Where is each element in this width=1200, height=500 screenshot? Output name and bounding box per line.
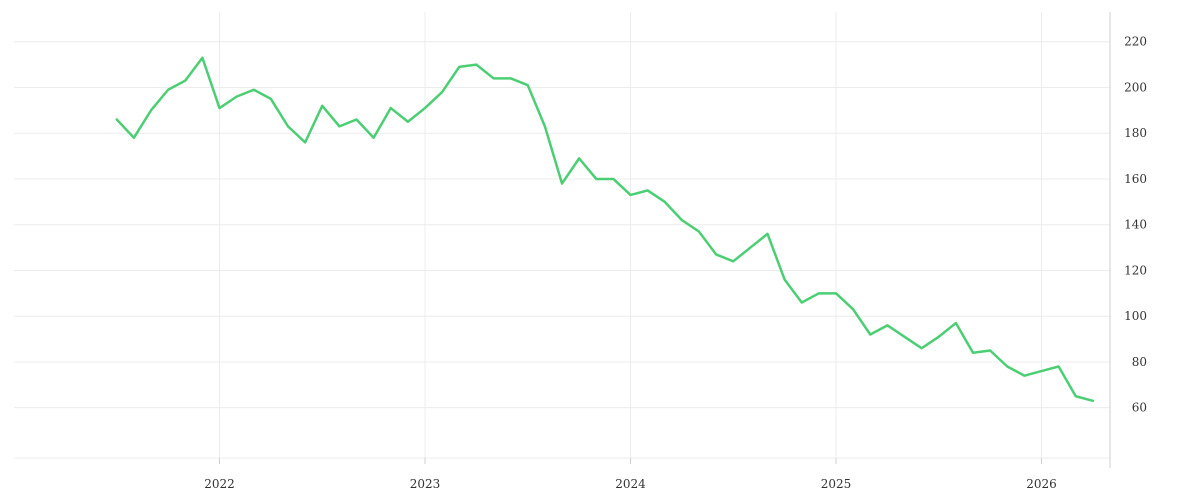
x-tick-label: 2024 xyxy=(615,477,646,491)
grid-lines xyxy=(14,12,1110,459)
x-tick-label: 2023 xyxy=(410,477,441,491)
x-tick-label: 2025 xyxy=(821,477,852,491)
y-tick-label: 220 xyxy=(1124,35,1147,49)
y-tick-label: 60 xyxy=(1132,401,1147,415)
y-tick-label: 100 xyxy=(1124,309,1147,323)
y-tick-label: 120 xyxy=(1124,263,1147,277)
y-tick-label: 80 xyxy=(1132,355,1147,369)
y-tick-label: 140 xyxy=(1124,218,1147,232)
series-layer xyxy=(115,56,1095,403)
y-tick-label: 160 xyxy=(1124,172,1147,186)
y-tick-label: 180 xyxy=(1124,126,1147,140)
x-tick-label: 2026 xyxy=(1026,477,1057,491)
y-tick-label: 200 xyxy=(1124,80,1147,94)
x-tick-label: 2022 xyxy=(204,477,235,491)
tick-labels: 60 80 100 120 140 160 180 200 220 2022 2023 2024 202… xyxy=(204,35,1147,491)
series-line xyxy=(115,56,1095,403)
axes xyxy=(219,12,1111,468)
